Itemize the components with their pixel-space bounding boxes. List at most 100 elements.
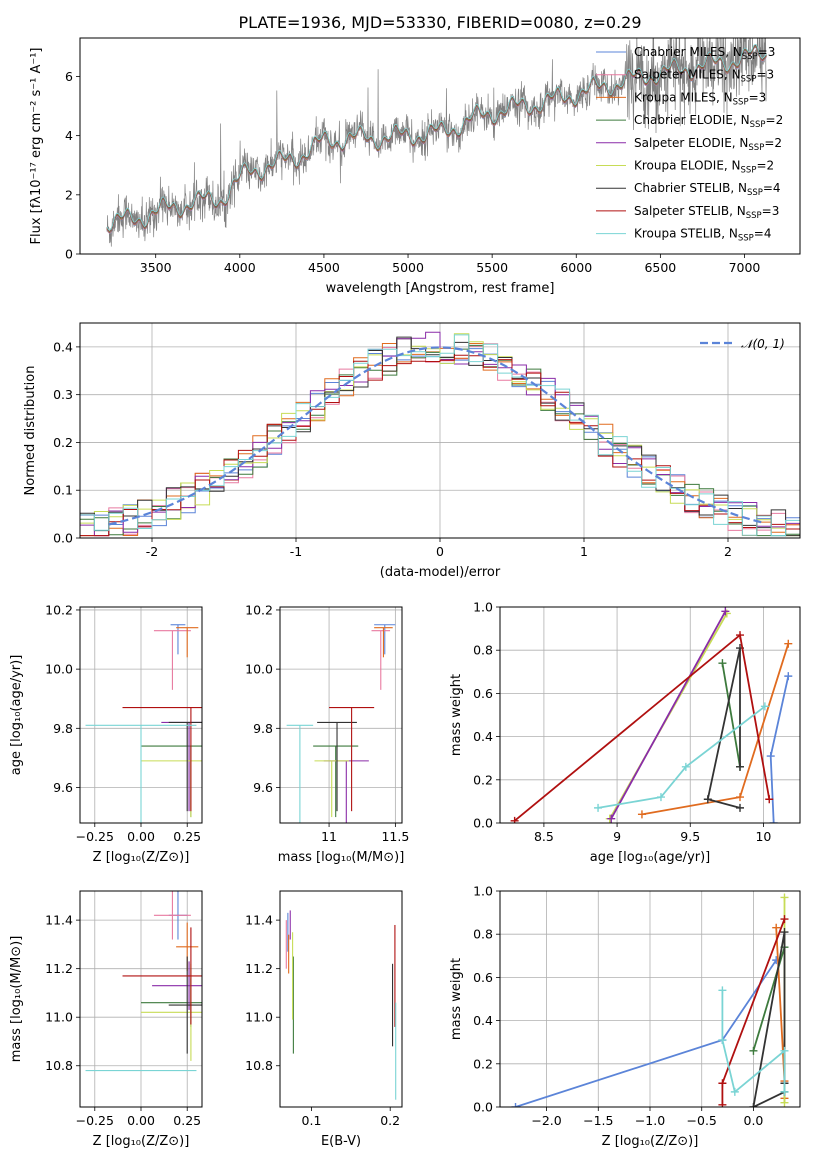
plot-area	[80, 331, 800, 537]
point-kroupa-stelib	[286, 724, 314, 823]
series-marker	[718, 659, 727, 668]
y-tick-label: 10.8	[45, 1058, 73, 1073]
point-salpeter-elodie	[152, 961, 202, 1010]
legend-label-tail: =2	[756, 159, 774, 173]
y-tick-label: 0.4	[473, 729, 493, 744]
point-chabrier-miles	[170, 624, 186, 655]
legend-label-text: Chabrier STELIB, N	[634, 181, 747, 195]
y-axis-label: mass weight	[449, 958, 464, 1040]
x-axis-label: wavelength [Angstrom, rest frame]	[326, 281, 555, 296]
legend-label-subscript: SSP	[746, 211, 762, 221]
y-tick-label: 9.6	[253, 780, 273, 795]
y-tick-label: 0.0	[53, 531, 73, 546]
legend-label-text: Chabrier MILES, N	[634, 45, 742, 59]
legend-label: Chabrier ELODIE, NSSP=2	[634, 113, 783, 130]
x-tick-label: 7000	[729, 260, 761, 275]
legend-label: Kroupa MILES, NSSP=3	[634, 90, 766, 107]
series-line-salpeter-stelib	[514, 633, 771, 822]
x-tick-label: 5500	[476, 260, 508, 275]
series-line-chabrier-miles	[515, 959, 777, 1107]
y-tick-label: 0.0	[473, 1100, 493, 1115]
series-marker	[780, 915, 789, 924]
y-tick-label: 11.2	[245, 961, 273, 976]
point-salpeter-miles	[153, 891, 191, 940]
x-tick-label: −1.0	[635, 1113, 665, 1128]
mass-vs-metallicity-panel: −0.25 0.00 0.25 10.8 11.0 11.2 11.4 Z [log₁₀(Z/…	[9, 890, 203, 1149]
series-marker	[749, 1103, 758, 1107]
legend-label: Salpeter STELIB, NSSP=3	[634, 204, 779, 221]
point-salpeter-miles	[371, 630, 391, 690]
x-tick-label: 11	[321, 829, 337, 844]
legend-label-tail: =4	[763, 181, 781, 195]
y-tick-label: 11.4	[45, 913, 73, 928]
x-axis-label: mass [log₁₀(M/M⊙)]	[278, 850, 405, 865]
plot-area	[511, 893, 789, 1107]
series-marker	[772, 923, 781, 932]
spectrum-data-line	[106, 38, 767, 247]
legend-label-subscript: SSP	[741, 166, 757, 176]
y-tick-label: 10.0	[245, 662, 273, 677]
legend-label-tail: =3	[749, 90, 767, 104]
legend-label-subscript: SSP	[750, 120, 766, 130]
legend-label-text: Kroupa ELODIE, N	[634, 159, 741, 173]
series-marker	[730, 1087, 739, 1096]
axes-frame	[279, 890, 403, 1108]
y-tick-label: 0.8	[473, 643, 493, 658]
series-line-salpeter-elodie	[610, 610, 727, 820]
axes-frame	[499, 890, 801, 1108]
series-marker	[780, 1098, 789, 1107]
plot-area	[510, 607, 793, 823]
x-axis-label: E(B-V)	[321, 1134, 361, 1149]
plot-area	[286, 624, 396, 823]
x-tick-label: 10	[755, 829, 771, 844]
histogram-salpeter-elodie	[80, 331, 800, 537]
axes-frame	[79, 606, 203, 824]
point-salpeter-stelib	[122, 707, 202, 812]
legend-label-tail: =2	[766, 113, 784, 127]
y-tick-label: 0	[65, 247, 73, 262]
legend-label-subscript: SSP	[741, 75, 757, 85]
plot-area	[85, 891, 202, 1072]
series-line-chabrier-miles	[769, 675, 790, 823]
x-tick-label: 0.0	[744, 1113, 764, 1128]
series-marker	[510, 816, 519, 823]
axes-frame	[79, 37, 801, 255]
y-tick-label: 6	[65, 69, 73, 84]
legend-label-tail: =4	[754, 227, 772, 241]
plot-area	[106, 38, 767, 247]
legend-label-text: Chabrier ELODIE, N	[634, 113, 750, 127]
normal-curve	[108, 346, 765, 526]
x-tick-label: -2	[146, 544, 158, 559]
point-chabrier-miles	[374, 624, 396, 655]
point-chabrier-elodie	[313, 745, 359, 818]
y-tick-label: 11.2	[45, 961, 73, 976]
age-vs-mass-panel: 11 11.5 9.6 9.8 10.0 10.2 mass [log₁₀(M/M⊙)]	[245, 602, 409, 865]
series-marker	[780, 928, 789, 937]
y-tick-label: 1.0	[473, 884, 493, 899]
legend-label-text: Salpeter STELIB, N	[634, 204, 746, 218]
y-tick-label: 1.0	[473, 600, 493, 615]
point-salpeter-miles	[153, 630, 191, 690]
series-marker	[721, 607, 730, 616]
y-tick-label: 11.0	[245, 1010, 273, 1025]
y-tick-label: 10.8	[245, 1058, 273, 1073]
spectrum-panel: 3500 4000 4500 5000 5500 6000 6500 7000 0 2 4 6 wave…	[29, 37, 801, 296]
x-tick-label: −0.25	[76, 829, 114, 844]
y-tick-label: 0.6	[473, 970, 493, 985]
series-marker	[784, 639, 793, 648]
weight-vs-metallicity-panel: −2.0 −1.5 −1.0 −0.5 0.0 0.0 0.2 0.4 0.6 0.8 1.0 Z […	[449, 884, 801, 1149]
x-tick-label: 0	[436, 544, 444, 559]
y-axis-label: age [log₁₀(age/yr)]	[9, 655, 24, 776]
y-tick-label: 0.2	[53, 435, 73, 450]
x-tick-label: 3500	[140, 260, 172, 275]
x-tick-label: 0.25	[173, 1113, 201, 1128]
point-kroupa-elodie	[314, 760, 349, 818]
y-tick-label: 9.8	[253, 721, 273, 736]
series-marker	[780, 1046, 789, 1055]
plot-area	[85, 624, 202, 823]
series-marker	[736, 762, 744, 771]
series-marker	[780, 893, 789, 902]
series-line-kroupa-stelib	[597, 705, 766, 809]
series-marker	[736, 803, 744, 812]
